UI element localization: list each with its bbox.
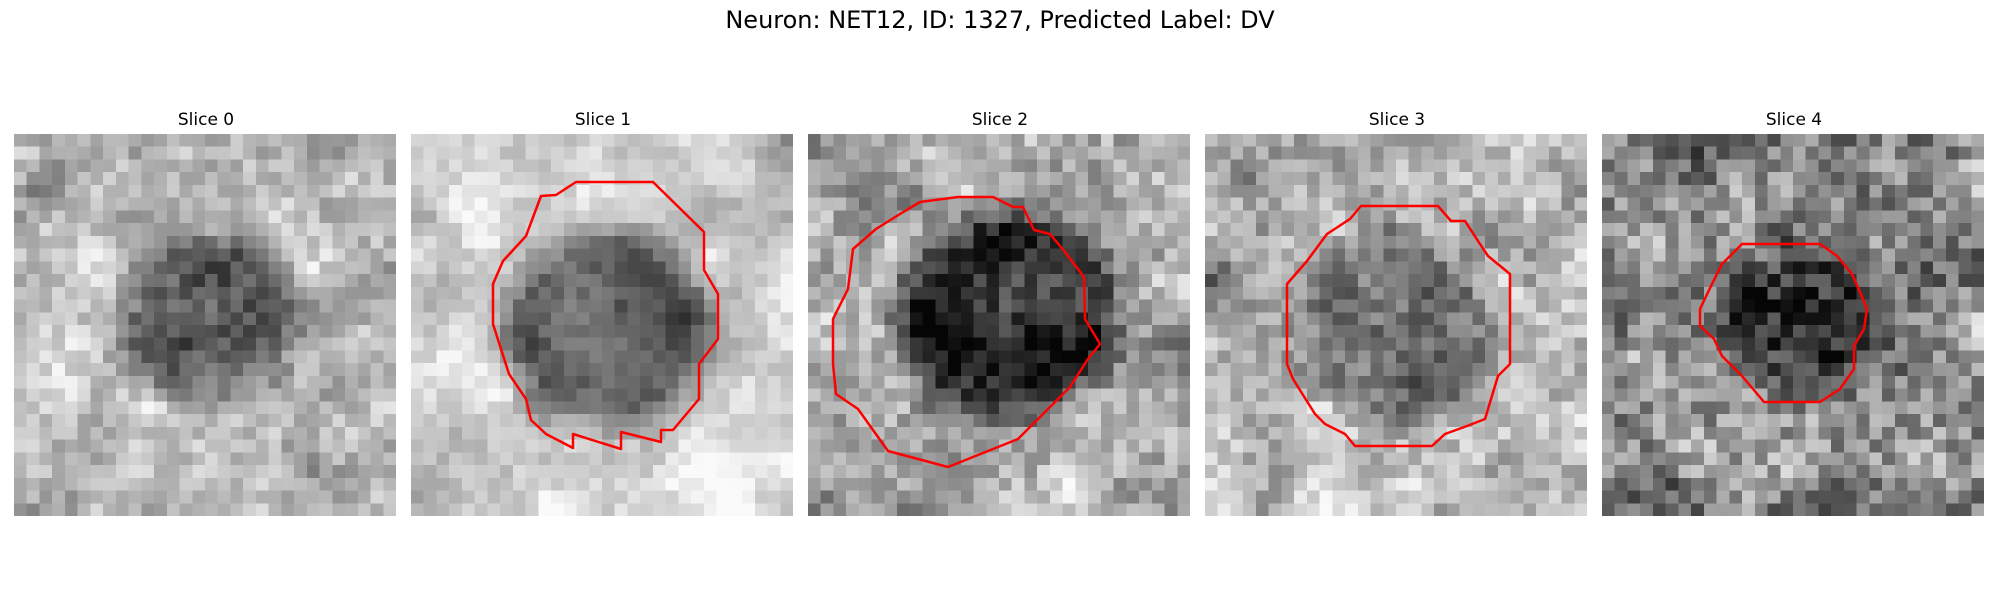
slice-title: Slice 0: [177, 110, 235, 130]
contour-overlay: [1285, 204, 1512, 448]
grayscale-image: [1602, 134, 1984, 516]
slice-panel-3: Slice 3: [1205, 108, 1589, 516]
slice-panel-1: Slice 1: [411, 108, 795, 516]
neuron-contour: [1285, 204, 1512, 448]
slice-panel-0: Slice 0: [14, 108, 398, 516]
slice-image: [14, 134, 396, 516]
grayscale-image: [808, 134, 1190, 516]
grayscale-image: [411, 134, 793, 516]
figure-title: Neuron: NET12, ID: 1327, Predicted Label…: [725, 6, 1275, 34]
contour-overlay: [831, 195, 1102, 469]
slice-title: Slice 2: [971, 110, 1029, 130]
slice-panel-2: Slice 2: [808, 108, 1192, 516]
neuron-contour: [1698, 242, 1869, 404]
slice-title: Slice 1: [574, 110, 632, 130]
contour-overlay: [1698, 242, 1869, 404]
neuron-contour: [491, 180, 720, 451]
slice-title: Slice 3: [1368, 110, 1426, 130]
slice-image: [1602, 134, 1984, 516]
contour-overlay: [491, 180, 720, 451]
grayscale-image: [1205, 134, 1587, 516]
slice-image: [808, 134, 1190, 516]
slice-panel-4: Slice 4: [1602, 108, 1986, 516]
slice-image: [411, 134, 793, 516]
neuron-contour: [831, 195, 1102, 469]
grayscale-image: [14, 134, 396, 516]
slice-title: Slice 4: [1765, 110, 1823, 130]
slice-image: [1205, 134, 1587, 516]
